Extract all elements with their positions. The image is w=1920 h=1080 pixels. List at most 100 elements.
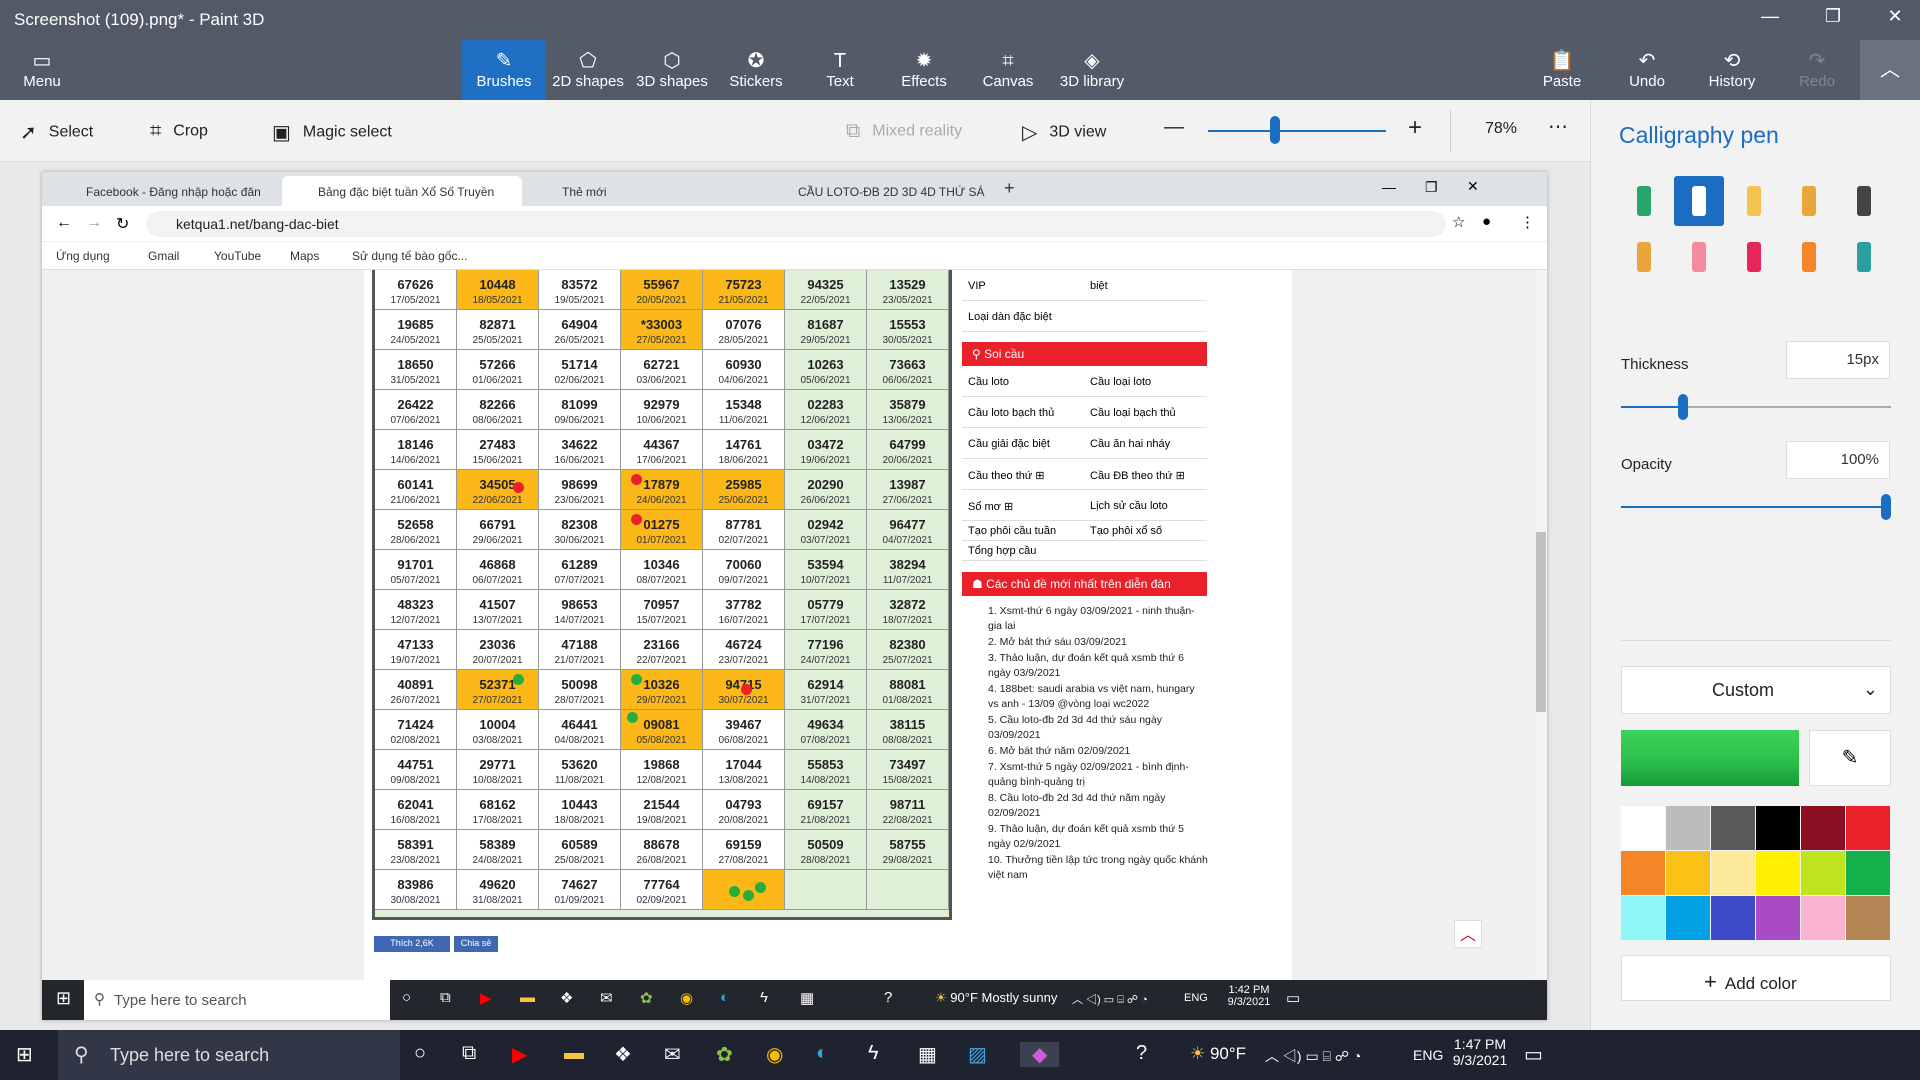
ribbon-tab-canvas[interactable]: ⌗ Canvas <box>966 40 1050 100</box>
forward-icon[interactable]: → <box>86 214 102 231</box>
bookmark-maps[interactable]: Maps <box>290 249 320 263</box>
palette-swatch[interactable] <box>1846 806 1890 850</box>
new-tab-button[interactable]: + <box>1004 178 1015 198</box>
soi-cau-link[interactable]: Tạo phôi cầu tuần <box>968 525 1057 537</box>
mail-icon[interactable]: ✉ <box>600 990 613 1007</box>
facebook-share-button[interactable]: Chia sẻ <box>454 936 498 952</box>
palette-swatch[interactable] <box>1801 851 1845 895</box>
forum-topic-link[interactable]: 9. Thảo luận, dự đoán kết quả xsmb thứ 5… <box>988 823 1184 850</box>
windows-start-icon[interactable]: ⊞ <box>16 1044 33 1066</box>
pixel-pen-brush-icon[interactable] <box>1729 232 1779 282</box>
thickness-input[interactable]: 15px <box>1786 341 1890 379</box>
ribbon-tab-stickers[interactable]: ✪ Stickers <box>714 40 798 100</box>
taskbar-search-box[interactable]: ⚲ Type here to search <box>58 1030 400 1080</box>
undo-button[interactable]: ↶ Undo <box>1605 40 1689 100</box>
tray-icons[interactable]: ︿ ◁) ▭ ⌸ ☍ ◔ <box>1265 1048 1362 1064</box>
edge-icon[interactable]: ◐ <box>720 989 730 1006</box>
forum-topic-link[interactable]: 8. Cầu loto-đb 2d 3d 4d thứ năm ngày 02/… <box>988 792 1166 819</box>
dropbox-icon[interactable]: ❖ <box>614 1044 632 1066</box>
forum-topic-link[interactable]: 10. Thưởng tiền lập tức trong ngày quốc … <box>988 854 1208 881</box>
browser-tab[interactable]: Facebook - Đăng nhập hoặc đăn <box>86 185 261 199</box>
paint-3d-icon[interactable]: ◆ <box>1020 1042 1060 1067</box>
photos-icon[interactable]: ▨ <box>968 1044 987 1066</box>
chrome-icon[interactable]: ◉ <box>766 1044 784 1066</box>
scroll-top-button[interactable]: ︿ <box>1454 920 1482 948</box>
soi-cau-link[interactable]: Cầu ăn hai nháy <box>1090 438 1171 450</box>
mixed-reality-button[interactable]: ⧉ Mixed reality <box>846 120 963 142</box>
language-indicator[interactable]: ENG <box>1184 992 1208 1004</box>
app-window-icon[interactable]: ▦ <box>800 990 815 1007</box>
ribbon-tab-3d-library[interactable]: ◈ 3D library <box>1050 40 1134 100</box>
browser-tab[interactable]: Thẻ mới <box>562 185 607 199</box>
notification-icon[interactable]: ▭ <box>1286 990 1301 1007</box>
soi-cau-link[interactable]: Cầu giải đặc biệt <box>968 438 1050 450</box>
clock[interactable]: 1:42 PM 9/3/2021 <box>1227 984 1271 1008</box>
app-icon[interactable]: ✿ <box>716 1044 733 1066</box>
palette-swatch[interactable] <box>1666 806 1710 850</box>
palette-swatch[interactable] <box>1801 896 1845 940</box>
palette-swatch[interactable] <box>1756 896 1800 940</box>
weather-widget[interactable]: ☀ 90°F <box>1190 1044 1247 1063</box>
forum-topic-link[interactable]: 5. Cầu loto-đb 2d 3d 4d thứ sáu ngày 03/… <box>988 714 1162 741</box>
more-options-button[interactable]: ⋯ <box>1548 116 1568 138</box>
soi-cau-link[interactable]: Cầu ĐB theo thứ ⊞ <box>1090 470 1185 482</box>
browser-tab[interactable]: CẦU LOTO-ĐB 2D 3D 4D THỨ SÁ <box>798 185 985 199</box>
palette-swatch[interactable] <box>1711 896 1755 940</box>
thickness-slider-thumb[interactable] <box>1678 394 1689 420</box>
file-explorer-icon[interactable]: ▬ <box>520 989 535 1006</box>
youtube-icon[interactable]: ▶ <box>480 990 492 1007</box>
scrollbar-thumb[interactable] <box>1536 532 1546 712</box>
soi-cau-link[interactable]: Cầu loại loto <box>1090 376 1152 388</box>
reload-icon[interactable]: ↻ <box>116 216 130 233</box>
forum-topic-link[interactable]: 7. Xsmt-thứ 5 ngày 02/09/2021 - bình địn… <box>988 761 1189 788</box>
current-color-swatch[interactable] <box>1621 730 1799 786</box>
app-icon[interactable]: ✿ <box>640 990 653 1007</box>
ribbon-tab-2d-shapes[interactable]: ⬠ 2D shapes <box>546 40 630 100</box>
opacity-slider-thumb[interactable] <box>1881 494 1891 520</box>
side-link[interactable]: Loại dàn đặc biệt <box>962 301 1207 332</box>
eyedropper-icon[interactable]: ✎ <box>1809 730 1891 786</box>
windows-start-icon[interactable]: ⊞ <box>56 988 72 1008</box>
close-button[interactable]: ✕ <box>1887 6 1903 26</box>
opacity-input[interactable]: 100% <box>1786 441 1890 479</box>
browser-close-button[interactable]: ✕ <box>1467 178 1479 194</box>
oil-brush-brush-icon[interactable] <box>1729 176 1779 226</box>
app-window-icon[interactable]: ▦ <box>918 1044 937 1066</box>
help-icon[interactable]: ? <box>1136 1042 1148 1064</box>
ribbon-tab-text[interactable]: T Text <box>798 40 882 100</box>
history-button[interactable]: ⟲ History <box>1690 40 1774 100</box>
browser-tab-active[interactable]: Bảng đặc biệt tuần Xổ Số Truyền <box>282 176 522 206</box>
palette-swatch[interactable] <box>1666 851 1710 895</box>
palette-swatch[interactable] <box>1666 896 1710 940</box>
forum-topic-link[interactable]: 2. Mở bát thứ sáu 03/09/2021 <box>988 636 1127 648</box>
soi-cau-link[interactable]: Tổng hợp cầu <box>968 545 1037 557</box>
soi-cau-link[interactable]: Cầu loại bạch thủ <box>1090 407 1176 419</box>
palette-swatch[interactable] <box>1756 806 1800 850</box>
pencil-brush-icon[interactable] <box>1839 176 1889 226</box>
maximize-button[interactable]: ❐ <box>1824 6 1842 26</box>
bookmark-apps[interactable]: Ứng dụng <box>56 249 110 263</box>
eraser-brush-icon[interactable] <box>1619 232 1669 282</box>
chrome-icon[interactable]: ◉ <box>680 990 694 1007</box>
soi-cau-link[interactable]: Sổ mơ ⊞ <box>968 501 1014 513</box>
palette-swatch[interactable] <box>1711 851 1755 895</box>
marker-brush-icon[interactable] <box>1619 176 1669 226</box>
bookmark-youtube[interactable]: YouTube <box>214 249 262 263</box>
palette-swatch[interactable] <box>1621 851 1665 895</box>
soi-cau-link[interactable]: Cầu theo thứ ⊞ <box>968 470 1045 482</box>
ribbon-tab-3d-shapes[interactable]: ⬡ 3D shapes <box>630 40 714 100</box>
avatar[interactable]: ● <box>1482 213 1492 230</box>
url-input[interactable]: ketqua1.net/bang-dac-biet <box>146 211 1446 237</box>
ribbon-tab-effects[interactable]: ✹ Effects <box>882 40 966 100</box>
palette-swatch[interactable] <box>1846 851 1890 895</box>
magic-select-tool[interactable]: ▣ Magic select <box>272 122 392 144</box>
fill-brush-icon[interactable] <box>1839 232 1889 282</box>
palette-swatch[interactable] <box>1756 851 1800 895</box>
task-view-icon[interactable]: ⧉ <box>440 989 451 1006</box>
help-icon[interactable]: ? <box>884 989 893 1006</box>
watercolor-brush-icon[interactable] <box>1784 176 1834 226</box>
select-tool[interactable]: ➚ Select <box>20 122 94 144</box>
weather-widget[interactable]: ☀ 90°F Mostly sunny <box>935 990 1058 1005</box>
menu-button[interactable]: ▭ Menu <box>0 40 84 100</box>
zoom-out-button[interactable]: — <box>1164 116 1184 138</box>
